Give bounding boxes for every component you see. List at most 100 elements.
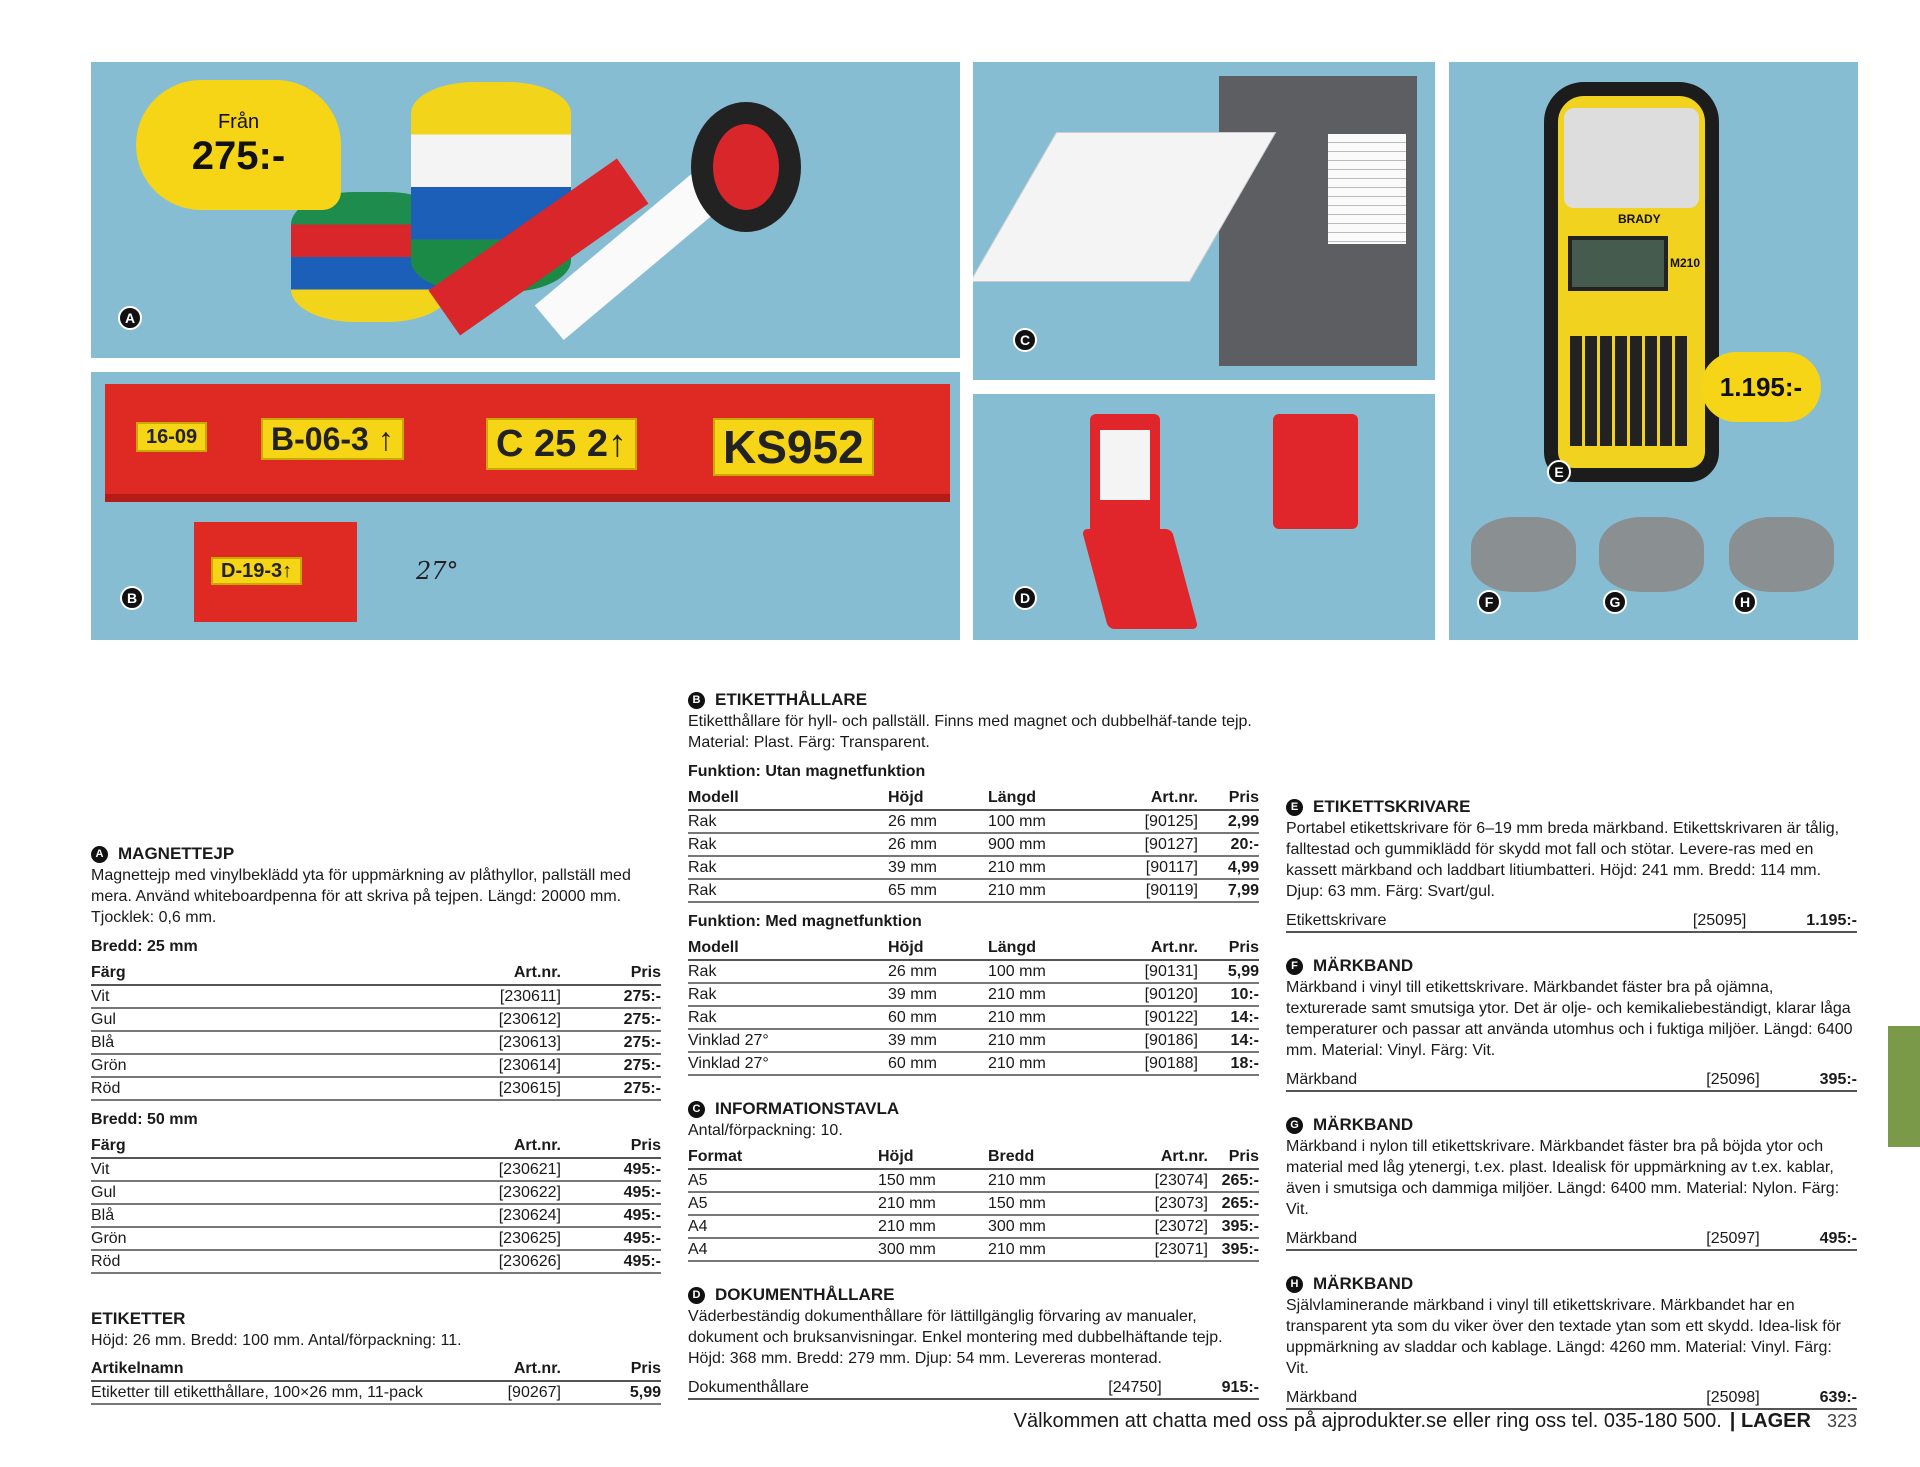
table-row: A5 210 mm 150 mm [23073] 265:- (688, 1192, 1259, 1216)
footer: Välkommen att chatta med oss på ajproduk… (1014, 1410, 1857, 1433)
product-row: Etikettskrivare [25095] 1.195:- (1286, 908, 1857, 933)
table-row: Blå [230624] 495:- (91, 1204, 661, 1228)
table-cell: [90125] (1118, 810, 1198, 834)
informationstavla-table: Format Höjd Bredd Art.nr. Pris A5 150 mm 210 mm… (688, 1145, 1259, 1262)
footer-text: Välkommen att chatta med oss på ajproduk… (1013, 1410, 1722, 1432)
table-row: Vit [230621] 495:- (91, 1158, 661, 1182)
price-bubble-a: Från 275:- (136, 80, 341, 210)
table-cell: 210 mm (988, 856, 1118, 880)
column-header: Art.nr. (1118, 786, 1198, 811)
table-cell: A5 (688, 1192, 878, 1216)
etiketter-table: Artikelnamn Art.nr. Pris Etiketter till eti… (91, 1357, 661, 1405)
table-cell: [230622] (441, 1181, 561, 1205)
section-product: H MÄRKBAND Självlaminerande märkband i vin… (1286, 1273, 1857, 1410)
section-description: Magnettejp med vinylbeklädd yta för uppm… (91, 867, 631, 926)
section-description: Antal/förpackning: 10. (688, 1122, 843, 1139)
section-description: Etiketthållare för hyll- och pallställ. … (688, 713, 1252, 751)
table-header-row: Modell Höjd Längd Art.nr. Pris (688, 786, 1259, 811)
column-header: Pris (1208, 1145, 1259, 1170)
printer-screen (1568, 236, 1668, 291)
section-heading: A MAGNETTEJP (91, 843, 661, 865)
letter-badge: C (688, 1100, 705, 1118)
table-cell: 100 mm (988, 810, 1118, 834)
price-table: Färg Art.nr. Pris Vit [230621] 495:- Gul [23062… (91, 1134, 661, 1274)
section-description: Höjd: 26 mm. Bredd: 100 mm. Antal/förpac… (91, 1332, 462, 1349)
table-cell: [230626] (441, 1250, 561, 1274)
section-dokumenthallare: D DOKUMENTHÅLLARE Väderbeständig dokument… (688, 1284, 1259, 1400)
section-heading: C INFORMATIONSTAVLA (688, 1098, 1259, 1120)
table-cell: [230613] (441, 1031, 561, 1055)
letter-badge: G (1286, 1116, 1303, 1134)
column-header: Artikelnamn (91, 1357, 441, 1382)
table-cell: Blå (91, 1204, 441, 1228)
angle-annotation: 27° (416, 557, 459, 585)
printer-keypad (1570, 336, 1690, 446)
table-cell: [230625] (441, 1227, 561, 1251)
column-header: Pris (1198, 786, 1259, 811)
cassette-f (1471, 517, 1576, 592)
table-cell: 210 mm (988, 1169, 1128, 1193)
section-title: ETIKETTER (91, 1309, 186, 1328)
table-row: Rak 60 mm 210 mm [90122] 14:- (688, 1006, 1259, 1030)
table-cell: 5,99 (1198, 960, 1259, 984)
table-row: A5 150 mm 210 mm [23074] 265:- (688, 1169, 1259, 1193)
item-art: [25095] (1692, 912, 1747, 929)
table-row: Rak 26 mm 100 mm [90131] 5,99 (688, 960, 1259, 984)
table-row: Gul [230612] 275:- (91, 1008, 661, 1032)
section-title: DOKUMENTHÅLLARE (715, 1285, 895, 1304)
photo-etikethallare: 16-09 B-06-3 ↑ C 25 2↑ KS952 D-19-3↑ 27°… (91, 372, 960, 640)
column-header: Art.nr. (1118, 936, 1198, 961)
column-header: Färg (91, 961, 441, 986)
letter-badge: F (1286, 957, 1303, 975)
section-title: INFORMATIONSTAVLA (715, 1099, 900, 1118)
column-header: Format (688, 1145, 878, 1170)
table-cell: [230621] (441, 1158, 561, 1182)
table-cell: 210 mm (988, 1006, 1118, 1030)
table-cell: 10:- (1198, 983, 1259, 1007)
table-cell: Rak (688, 833, 888, 857)
table-row: Rak 26 mm 100 mm [90125] 2,99 (688, 810, 1259, 834)
letter-badge: E (1286, 798, 1303, 816)
table-cell: Rak (688, 1006, 888, 1030)
table-cell: [90267] (441, 1381, 561, 1405)
badge-f: F (1477, 590, 1501, 614)
table-cell: 2,99 (1198, 810, 1259, 834)
printer-model: M210 (1670, 256, 1701, 270)
table-cell: 210 mm (988, 1029, 1118, 1053)
column-header: Pris (561, 961, 661, 986)
price-table: Artikelnamn Art.nr. Pris Etiketter till eti… (91, 1357, 661, 1405)
photo-dokumenthallare: D (973, 394, 1435, 640)
column-header: Höjd (888, 936, 988, 961)
group-title: Bredd: 25 mm (91, 938, 198, 955)
table-row: Blå [230613] 275:- (91, 1031, 661, 1055)
column-header: Pris (561, 1357, 661, 1382)
table-cell: 39 mm (888, 983, 988, 1007)
section-description: Märkband i nylon till etikettskrivare. M… (1286, 1138, 1840, 1218)
table-cell: 60 mm (888, 1052, 988, 1076)
table-cell: [23074] (1128, 1169, 1208, 1193)
table-cell: 26 mm (888, 833, 988, 857)
photo-magnettejp: Från 275:- A (91, 62, 960, 358)
section-heading: H MÄRKBAND (1286, 1273, 1857, 1295)
table-cell: Vit (91, 985, 441, 1009)
column-header: Modell (688, 936, 888, 961)
table-cell: 395:- (1208, 1215, 1259, 1239)
column-header: Pris (1198, 936, 1259, 961)
document-inside (1100, 430, 1150, 500)
badge-g: G (1603, 590, 1627, 614)
table-cell: 210 mm (988, 1052, 1118, 1076)
table-header-row: Artikelnamn Art.nr. Pris (91, 1357, 661, 1382)
section-product: F MÄRKBAND Märkband i vinyl till etikettsk… (1286, 955, 1857, 1092)
table-cell: 275:- (561, 1077, 661, 1101)
item-art: [25097] (1706, 1230, 1760, 1247)
section-etiketter: ETIKETTER Höjd: 26 mm. Bredd: 100 mm. An… (91, 1308, 661, 1405)
product-row: Märkband [25098] 639:- (1286, 1385, 1857, 1410)
table-cell: 14:- (1198, 1006, 1259, 1030)
table-cell: 495:- (561, 1181, 661, 1205)
section-product: E ETIKETTSKRIVARE Portabel etikettskrivare… (1286, 796, 1857, 933)
table-cell: [230612] (441, 1008, 561, 1032)
table-cell: 14:- (1198, 1029, 1259, 1053)
section-heading: E ETIKETTSKRIVARE (1286, 796, 1857, 818)
table-cell: 900 mm (988, 833, 1118, 857)
section-etiketthallare: B ETIKETTHÅLLARE Etiketthållare för hyll-… (688, 689, 1259, 1076)
